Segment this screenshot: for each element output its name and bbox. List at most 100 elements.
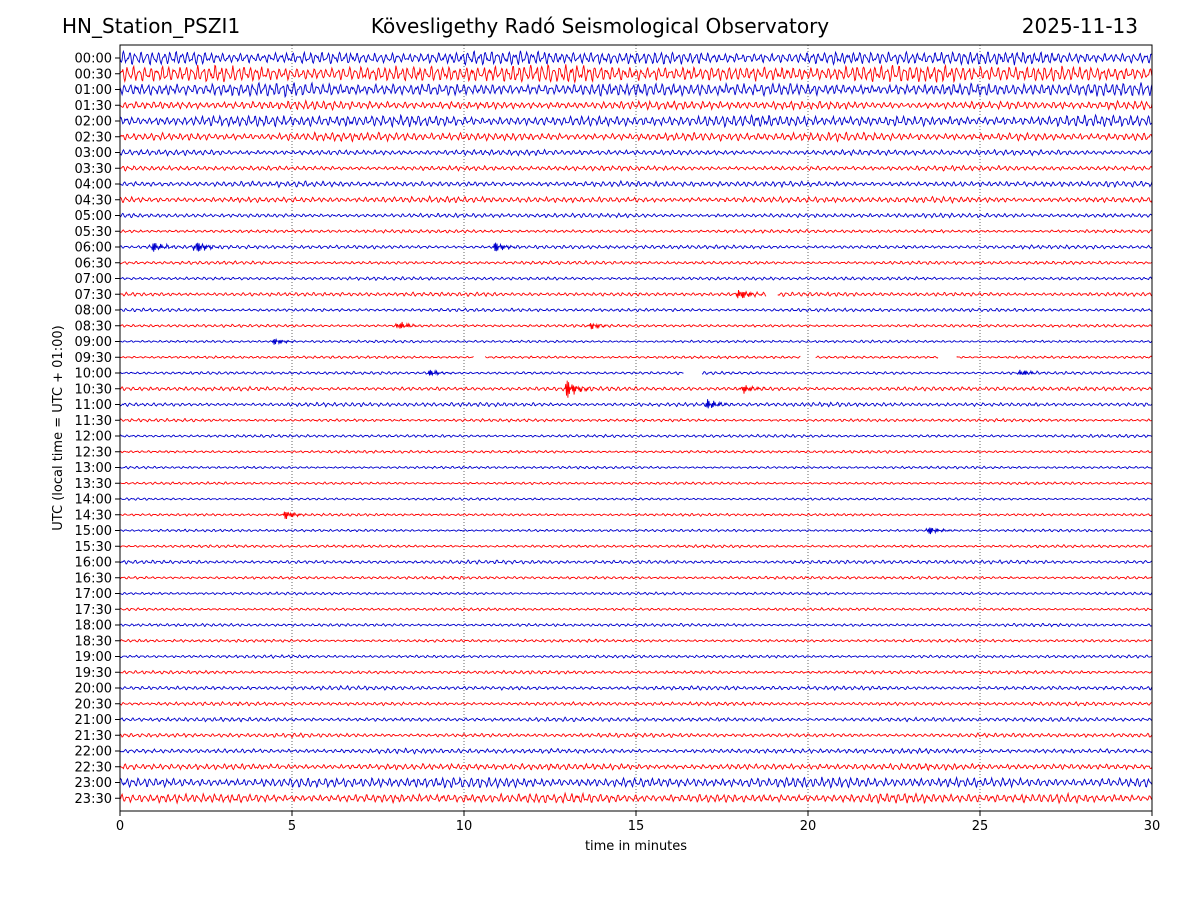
- y-tick-label: 05:30: [75, 225, 112, 240]
- y-tick-label: 13:00: [75, 461, 112, 476]
- y-tick-label: 17:30: [75, 603, 112, 618]
- trace-0800: [119, 307, 1153, 313]
- y-tick-label: 14:30: [75, 508, 112, 523]
- trace-1200: [119, 433, 1153, 439]
- y-tick-label: 18:00: [75, 619, 112, 634]
- trace-0230: [119, 131, 1153, 143]
- y-tick-label: 17:00: [75, 587, 112, 602]
- trace-0630: [119, 260, 1153, 266]
- y-tick-label: 21:30: [75, 729, 112, 744]
- y-tick-label: 11:00: [75, 398, 112, 413]
- y-tick-label: 04:00: [75, 178, 112, 193]
- x-tick-label: 25: [972, 819, 989, 834]
- trace-0100: [119, 81, 1153, 99]
- grid-lines: [291, 45, 981, 811]
- x-axis-ticks: 0 5 10 15 20 25 30: [116, 811, 1160, 834]
- trace-0030: [119, 63, 1153, 84]
- trace-1100: [119, 399, 1153, 409]
- trace-2330: [119, 791, 1153, 805]
- y-tick-label: 05:00: [75, 209, 112, 224]
- y-tick-label: 06:00: [75, 241, 112, 256]
- chart-title: Kövesligethy Radó Seismological Observat…: [370, 14, 830, 38]
- trace-1830: [119, 638, 1153, 644]
- trace-1330: [119, 481, 1153, 486]
- station-name: HN_Station_PSZI1: [62, 14, 241, 38]
- y-tick-label: 14:00: [75, 493, 112, 508]
- y-tick-label: 04:30: [75, 193, 112, 208]
- seismic-traces: [119, 49, 1153, 805]
- y-tick-label: 21:00: [75, 713, 112, 728]
- y-axis-label: UTC (local time = UTC + 01:00): [51, 325, 66, 530]
- y-tick-label: 03:30: [75, 162, 112, 177]
- y-tick-label: 02:30: [75, 130, 112, 145]
- trace-1530: [120, 543, 1153, 549]
- y-tick-label: 08:00: [75, 304, 112, 319]
- y-axis-ticks: 00:0000:3001:0001:3002:0002:3003:0003:30…: [75, 52, 120, 807]
- y-tick-label: 16:30: [75, 571, 112, 586]
- x-tick-label: 10: [456, 819, 473, 834]
- y-tick-label: 03:00: [75, 146, 112, 161]
- trace-1800: [119, 622, 1153, 628]
- trace-1000: [119, 369, 1153, 377]
- trace-2000: [119, 684, 1153, 691]
- trace-1730: [119, 606, 1152, 612]
- y-tick-label: 22:30: [75, 760, 112, 775]
- trace-1400: [119, 497, 1153, 501]
- y-tick-label: 08:30: [75, 319, 112, 334]
- y-tick-label: 09:00: [75, 335, 112, 350]
- trace-2230: [119, 762, 1153, 772]
- trace-0330: [119, 164, 1153, 172]
- trace-0530: [119, 228, 1153, 234]
- y-tick-label: 15:30: [75, 540, 112, 555]
- trace-1300: [119, 465, 1153, 470]
- trace-2300: [119, 775, 1153, 790]
- y-tick-label: 12:00: [75, 430, 112, 445]
- y-tick-label: 15:00: [75, 524, 112, 539]
- trace-2200: [119, 747, 1153, 755]
- y-tick-label: 01:00: [75, 83, 112, 98]
- trace-0430: [119, 195, 1153, 205]
- y-tick-label: 16:00: [75, 556, 112, 571]
- trace-0930: [119, 355, 1153, 360]
- trace-1130: [119, 417, 1152, 423]
- trace-1230: [119, 449, 1153, 454]
- y-tick-label: 19:30: [75, 666, 112, 681]
- trace-2030: [119, 700, 1153, 707]
- trace-1700: [119, 591, 1153, 596]
- x-tick-label: 0: [116, 819, 124, 834]
- y-tick-label: 18:30: [75, 634, 112, 649]
- y-tick-label: 22:00: [75, 745, 112, 760]
- y-tick-label: 00:00: [75, 52, 112, 67]
- x-tick-label: 30: [1144, 819, 1161, 834]
- y-tick-label: 10:30: [75, 382, 112, 397]
- trace-2100: [119, 716, 1153, 723]
- trace-1600: [119, 559, 1153, 565]
- y-tick-label: 20:00: [75, 682, 112, 697]
- y-tick-label: 01:30: [75, 99, 112, 114]
- trace-1030: [119, 380, 1153, 398]
- trace-1930: [119, 669, 1153, 675]
- trace-0600: [119, 242, 1153, 252]
- trace-0500: [119, 212, 1153, 219]
- x-tick-label: 15: [628, 819, 645, 834]
- y-tick-label: 23:30: [75, 792, 112, 807]
- y-tick-label: 02:00: [75, 115, 112, 130]
- trace-1500: [119, 527, 1153, 535]
- trace-0300: [119, 148, 1153, 157]
- x-axis-label: time in minutes: [585, 839, 687, 854]
- trace-0700: [119, 276, 1153, 281]
- trace-0200: [119, 113, 1153, 129]
- trace-1630: [119, 575, 1153, 581]
- trace-0730: [119, 290, 1153, 299]
- y-tick-label: 13:30: [75, 477, 112, 492]
- y-tick-label: 11:30: [75, 414, 112, 429]
- chart-date: 2025-11-13: [1021, 14, 1138, 38]
- y-tick-label: 10:00: [75, 367, 112, 382]
- trace-0130: [119, 99, 1153, 112]
- y-tick-label: 06:30: [75, 256, 112, 271]
- trace-0830: [119, 321, 1153, 330]
- y-tick-label: 12:30: [75, 445, 112, 460]
- trace-0000: [119, 49, 1153, 67]
- x-tick-label: 20: [800, 819, 817, 834]
